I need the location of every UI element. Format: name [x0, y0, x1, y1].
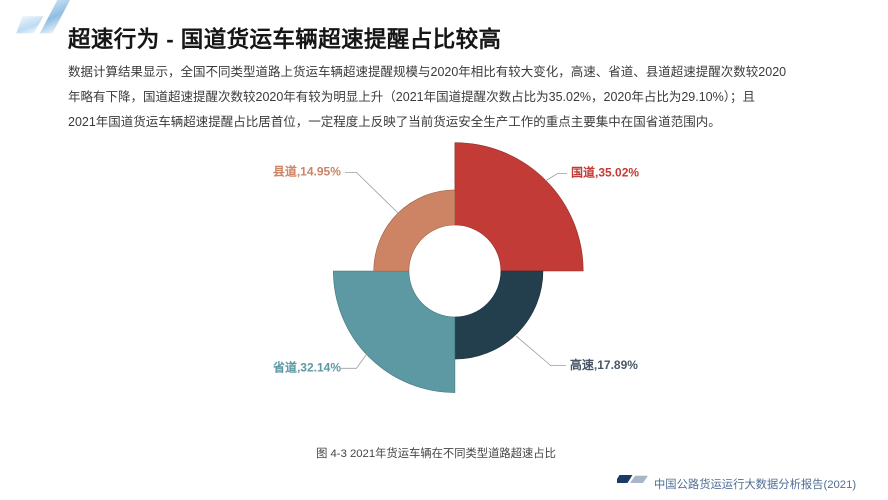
svg-text:县道,14.95%: 县道,14.95%	[273, 164, 341, 179]
svg-text:国道,35.02%: 国道,35.02%	[571, 165, 639, 180]
svg-text:省道,32.14%: 省道,32.14%	[272, 360, 341, 375]
svg-text:高速,17.89%: 高速,17.89%	[570, 357, 638, 372]
